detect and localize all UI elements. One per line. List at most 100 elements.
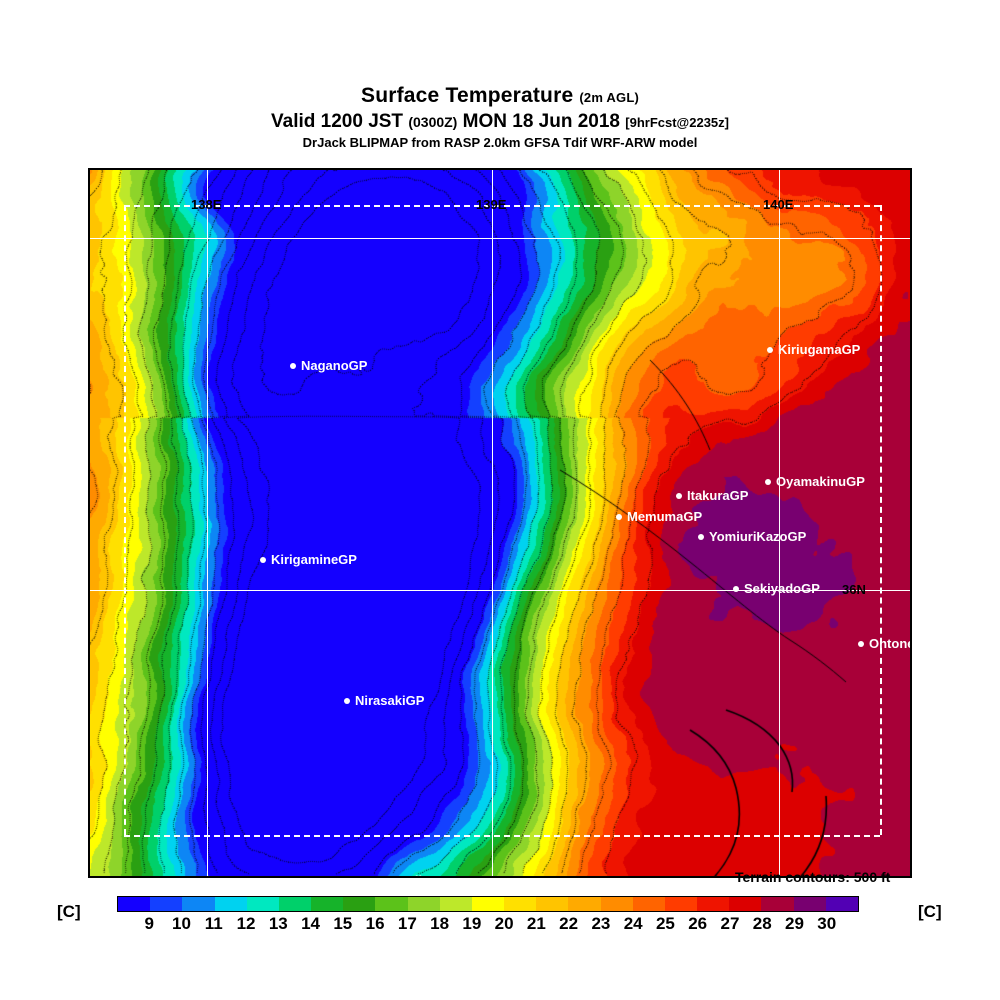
model-source-line: DrJack BLIPMAP from RASP 2.0km GFSA Tdif…	[302, 135, 698, 150]
station-marker-icon	[616, 513, 622, 520]
colorbar-tick-19: 19	[462, 914, 482, 933]
colorbar-tick-labels: 9 10 11 12 13 14 15 16 17 18 19 20 21 22 23 24 25 26 27 28 2…	[117, 914, 859, 938]
graticule-meridian-1	[492, 170, 493, 876]
station-label: FujiganeGP	[399, 873, 471, 876]
colorbar-tick-12: 12	[236, 914, 256, 933]
colorbar-tick-14: 14	[301, 914, 321, 933]
station-label: OhtoneGP	[869, 636, 910, 651]
colorbar-swatch-3	[214, 897, 247, 911]
station-memuma[interactable]: MemumaGP	[616, 509, 702, 524]
colorbar-swatch-18	[697, 897, 730, 911]
colorbar-swatch-11	[471, 897, 505, 911]
grid-label-138e-top: 138E	[191, 197, 222, 212]
graticule-meridian-0	[207, 170, 208, 876]
station-marker-icon	[344, 697, 350, 704]
title-main-text: Surface Temperature	[361, 84, 574, 107]
valid-time-utc: (0300Z)	[408, 114, 458, 130]
station-marker-icon	[290, 362, 296, 369]
station-nagano[interactable]: NaganoGP	[290, 358, 367, 373]
colorbar-tick-23: 23	[591, 914, 611, 933]
colorbar-tick-16: 16	[365, 914, 385, 933]
colorbar-tick-30: 30	[817, 914, 837, 933]
colorbar-swatch-20	[761, 897, 794, 911]
colorbar-swatch-1	[150, 897, 183, 911]
colorbar-tick-26: 26	[688, 914, 708, 933]
colorbar-tick-21: 21	[526, 914, 546, 933]
station-nirasaki[interactable]: NirasakiGP	[344, 693, 424, 708]
station-marker-icon	[767, 346, 773, 353]
colorbar-tick-10: 10	[172, 914, 191, 933]
colorbar-tick-15: 15	[333, 914, 353, 933]
station-label: YomiuriKazoGP	[709, 529, 807, 544]
station-marker-icon	[260, 556, 266, 563]
domain-box-left	[124, 205, 126, 835]
station-label: KiriugamaGP	[778, 342, 861, 357]
colorbar-swatch-6	[311, 897, 344, 911]
station-label: MemumaGP	[627, 509, 703, 524]
station-sekiyado[interactable]: SekiyadoGP	[733, 581, 820, 596]
colorbar-swatch-5	[278, 897, 312, 911]
colorbar-swatch-17	[664, 897, 698, 911]
station-label: ItakuraGP	[687, 488, 749, 503]
station-kirigamine[interactable]: KirigamineGP	[260, 552, 357, 567]
domain-box-right	[880, 205, 882, 835]
colorbar-swatch-12	[504, 897, 537, 911]
colorbar-swatch-7	[343, 897, 376, 911]
colorbar-unit-left: [C]	[57, 902, 81, 921]
page-title: Surface Temperature (2m AGL)	[0, 84, 1000, 108]
colorbar-swatch-19	[729, 897, 762, 911]
colorbar-swatch-9	[407, 897, 440, 911]
valid-time-prefix: Valid 1200 JST	[271, 111, 404, 132]
colorbar-swatch-13	[536, 897, 569, 911]
colorbar-legend: [C] 9 10 11 12 13 14 15 16 17 18 19 20 21 22 23 24 25 26 2…	[0, 894, 1000, 944]
colorbar-swatch-14	[568, 897, 601, 911]
colorbar-tick-25: 25	[655, 914, 675, 933]
colorbar-tick-13: 13	[268, 914, 288, 933]
colorbar-tick-24: 24	[623, 914, 643, 933]
colorbar-swatch-8	[375, 897, 408, 911]
station-marker-icon	[698, 533, 704, 540]
colorbar-tick-27: 27	[720, 914, 740, 933]
colorbar-tick-22: 22	[559, 914, 579, 933]
colorbar-swatch-21	[793, 897, 826, 911]
station-marker-icon	[676, 492, 682, 499]
colorbar-swatch-15	[600, 897, 633, 911]
station-yomiurikazo[interactable]: YomiuriKazoGP	[698, 529, 806, 544]
station-itakura[interactable]: ItakuraGP	[676, 488, 748, 503]
graticule-parallel-0	[90, 238, 910, 239]
station-marker-icon	[858, 640, 864, 647]
valid-date: MON 18 Jun 2018	[462, 111, 620, 132]
colorbar-swatch-16	[632, 897, 665, 911]
colorbar-swatch-2	[182, 897, 215, 911]
station-label: SekiyadoGP	[744, 581, 820, 596]
station-label: NaganoGP	[301, 358, 368, 373]
domain-box-top	[124, 205, 880, 207]
station-kiriugama[interactable]: KiriugamaGP	[767, 342, 860, 357]
colorbar-tick-18: 18	[430, 914, 450, 933]
colorbar-tick-11: 11	[204, 914, 223, 933]
grid-label-139e-top: 139E	[476, 197, 507, 212]
grid-label-140e-top: 140E	[763, 197, 794, 212]
station-marker-icon	[733, 585, 739, 592]
weather-map[interactable]: 138E139E140E37N36N36N138E139ENaganoGPKir…	[88, 168, 912, 878]
grid-label-36n-right: 36N	[842, 582, 866, 597]
colorbar-tick-17: 17	[397, 914, 417, 933]
colorbar-swatch-0	[118, 897, 151, 911]
graticule-parallel-1	[90, 590, 910, 591]
colorbar-tick-9: 9	[144, 914, 154, 933]
station-oyamakinu[interactable]: OyamakinuGP	[765, 474, 865, 489]
colorbar-tick-28: 28	[752, 914, 772, 933]
colorbar-swatch-4	[246, 897, 279, 911]
station-ohtone[interactable]: OhtoneGP	[858, 636, 910, 651]
colorbar-swatch-22	[825, 897, 858, 911]
valid-time-line: Valid 1200 JST (0300Z) MON 18 Jun 2018 […	[0, 111, 1000, 133]
domain-box-bottom	[124, 835, 880, 837]
colorbar-tick-29: 29	[785, 914, 804, 933]
station-fujigane[interactable]: FujiganeGP	[388, 873, 471, 876]
colorbar-swatch-10	[439, 897, 472, 911]
terrain-contour-note: Terrain contours: 500 ft	[735, 869, 891, 885]
colorbar-swatches	[117, 896, 859, 912]
station-label: KirigamineGP	[271, 552, 357, 567]
temperature-field-canvas	[90, 170, 910, 876]
station-label: NirasakiGP	[355, 693, 425, 708]
